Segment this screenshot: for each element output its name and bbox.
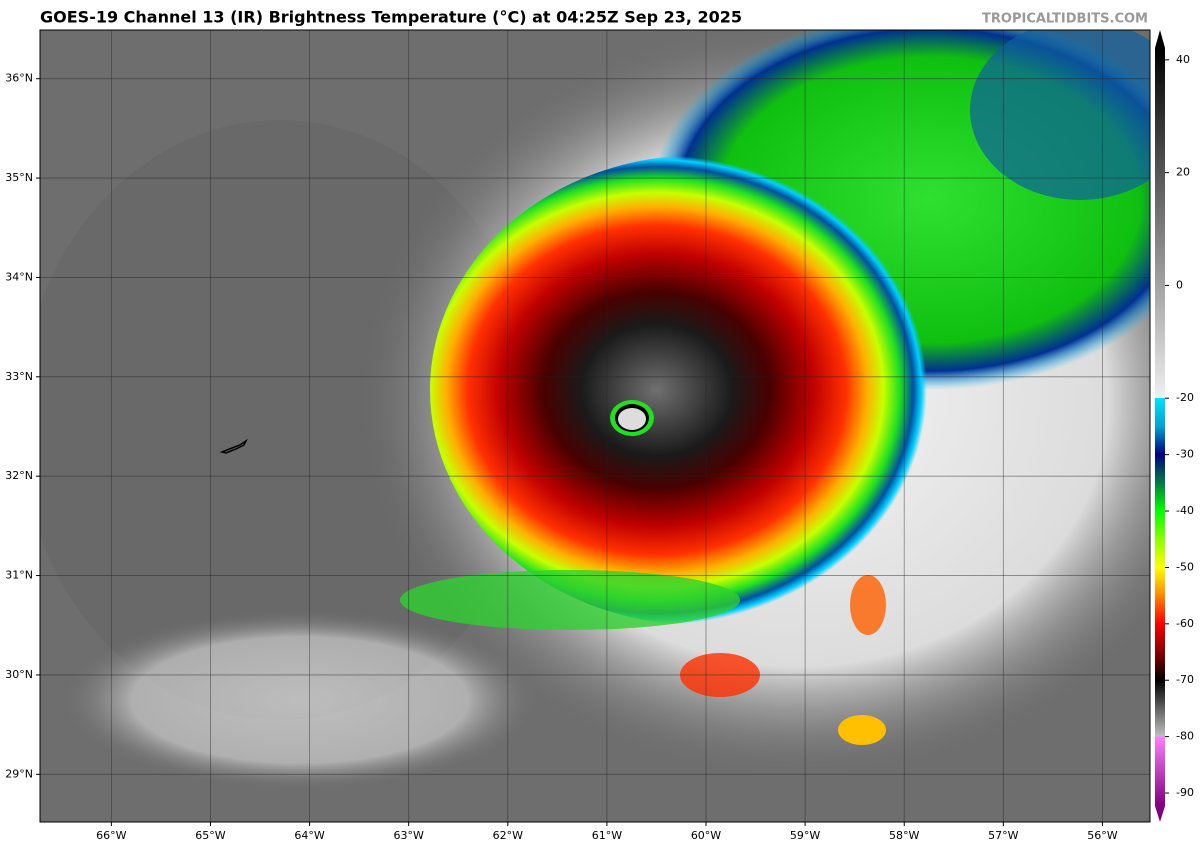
colorbar-tick-label: 0 — [1176, 278, 1183, 291]
lat-label: 35°N — [5, 171, 33, 184]
lon-label: 62°W — [493, 829, 523, 842]
lon-label: 65°W — [195, 829, 225, 842]
lon-label: 64°W — [294, 829, 324, 842]
colorbar-tick-label: -20 — [1176, 391, 1194, 404]
colorbar-tick-label: -60 — [1176, 617, 1194, 630]
lon-label: 63°W — [393, 829, 423, 842]
lat-label: 32°N — [5, 469, 33, 482]
colorbar-tick-label: -80 — [1176, 730, 1194, 743]
lon-label: 61°W — [592, 829, 622, 842]
lat-label: 33°N — [5, 370, 33, 383]
lat-label: 31°N — [5, 569, 33, 582]
colorbar — [1155, 30, 1165, 822]
satellite-image — [40, 30, 1150, 822]
lat-label: 29°N — [5, 767, 33, 780]
lon-label: 56°W — [1087, 829, 1117, 842]
colorbar-tick-label: -70 — [1176, 673, 1194, 686]
map-frame — [39, 29, 1151, 823]
lat-label: 36°N — [5, 72, 33, 85]
lon-label: 57°W — [988, 829, 1018, 842]
colorbar-tick-label: -90 — [1176, 786, 1194, 799]
lat-label: 30°N — [5, 668, 33, 681]
map-title: GOES-19 Channel 13 (IR) Brightness Tempe… — [40, 8, 742, 27]
colorbar-tick-label: -40 — [1176, 504, 1194, 517]
lon-label: 66°W — [96, 829, 126, 842]
colorbar-tick-label: -30 — [1176, 448, 1194, 461]
lon-label: 58°W — [889, 829, 919, 842]
credit: TROPICALTIDBITS.COM — [982, 12, 1148, 27]
colorbar-tick-label: 20 — [1176, 166, 1190, 179]
colorbar-tick-label: -50 — [1176, 560, 1194, 573]
colorbar-tick-label: 40 — [1176, 53, 1190, 66]
lon-label: 59°W — [790, 829, 820, 842]
lon-label: 60°W — [691, 829, 721, 842]
lat-label: 34°N — [5, 270, 33, 283]
